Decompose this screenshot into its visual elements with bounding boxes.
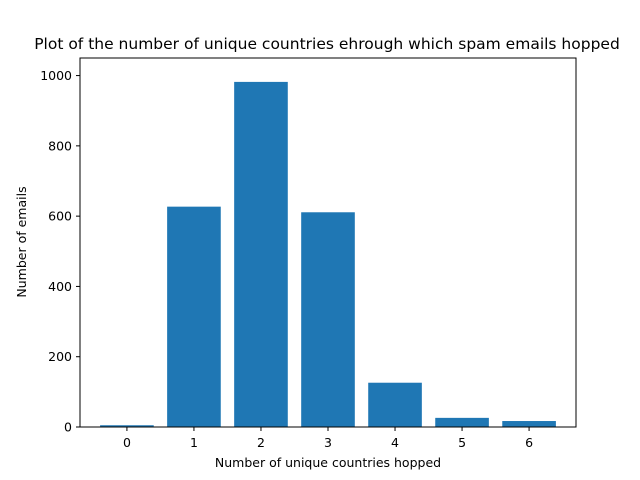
y-tick-label: 200: [48, 349, 72, 364]
x-tick-label: 0: [123, 435, 131, 450]
y-tick-label: 0: [64, 420, 72, 435]
bars-group: [100, 81, 556, 427]
bar-1: [167, 206, 221, 427]
bar-5: [435, 417, 489, 427]
x-tick-label: 3: [324, 435, 332, 450]
y-tick-label: 800: [48, 138, 72, 153]
bar-2: [234, 81, 288, 427]
x-tick-label: 2: [257, 435, 265, 450]
x-axis-label: Number of unique countries hopped: [215, 455, 441, 470]
x-tick-label: 1: [190, 435, 198, 450]
bar-0: [100, 425, 154, 427]
x-tick-label: 4: [391, 435, 399, 450]
x-tick-label: 6: [525, 435, 533, 450]
y-axis-label: Number of emails: [14, 186, 29, 297]
x-axis-ticks: 0 1 2 3 4 5 6: [123, 427, 533, 450]
y-tick-label: 400: [48, 279, 72, 294]
y-tick-label: 600: [48, 209, 72, 224]
y-axis-ticks: 0 200 400 600 800 1000: [40, 68, 80, 435]
y-tick-label: 1000: [40, 68, 72, 83]
chart-title: Plot of the number of unique countries e…: [34, 35, 620, 53]
x-tick-label: 5: [458, 435, 466, 450]
bar-4: [368, 382, 422, 427]
bar-6: [502, 421, 556, 427]
bar-3: [301, 212, 355, 427]
